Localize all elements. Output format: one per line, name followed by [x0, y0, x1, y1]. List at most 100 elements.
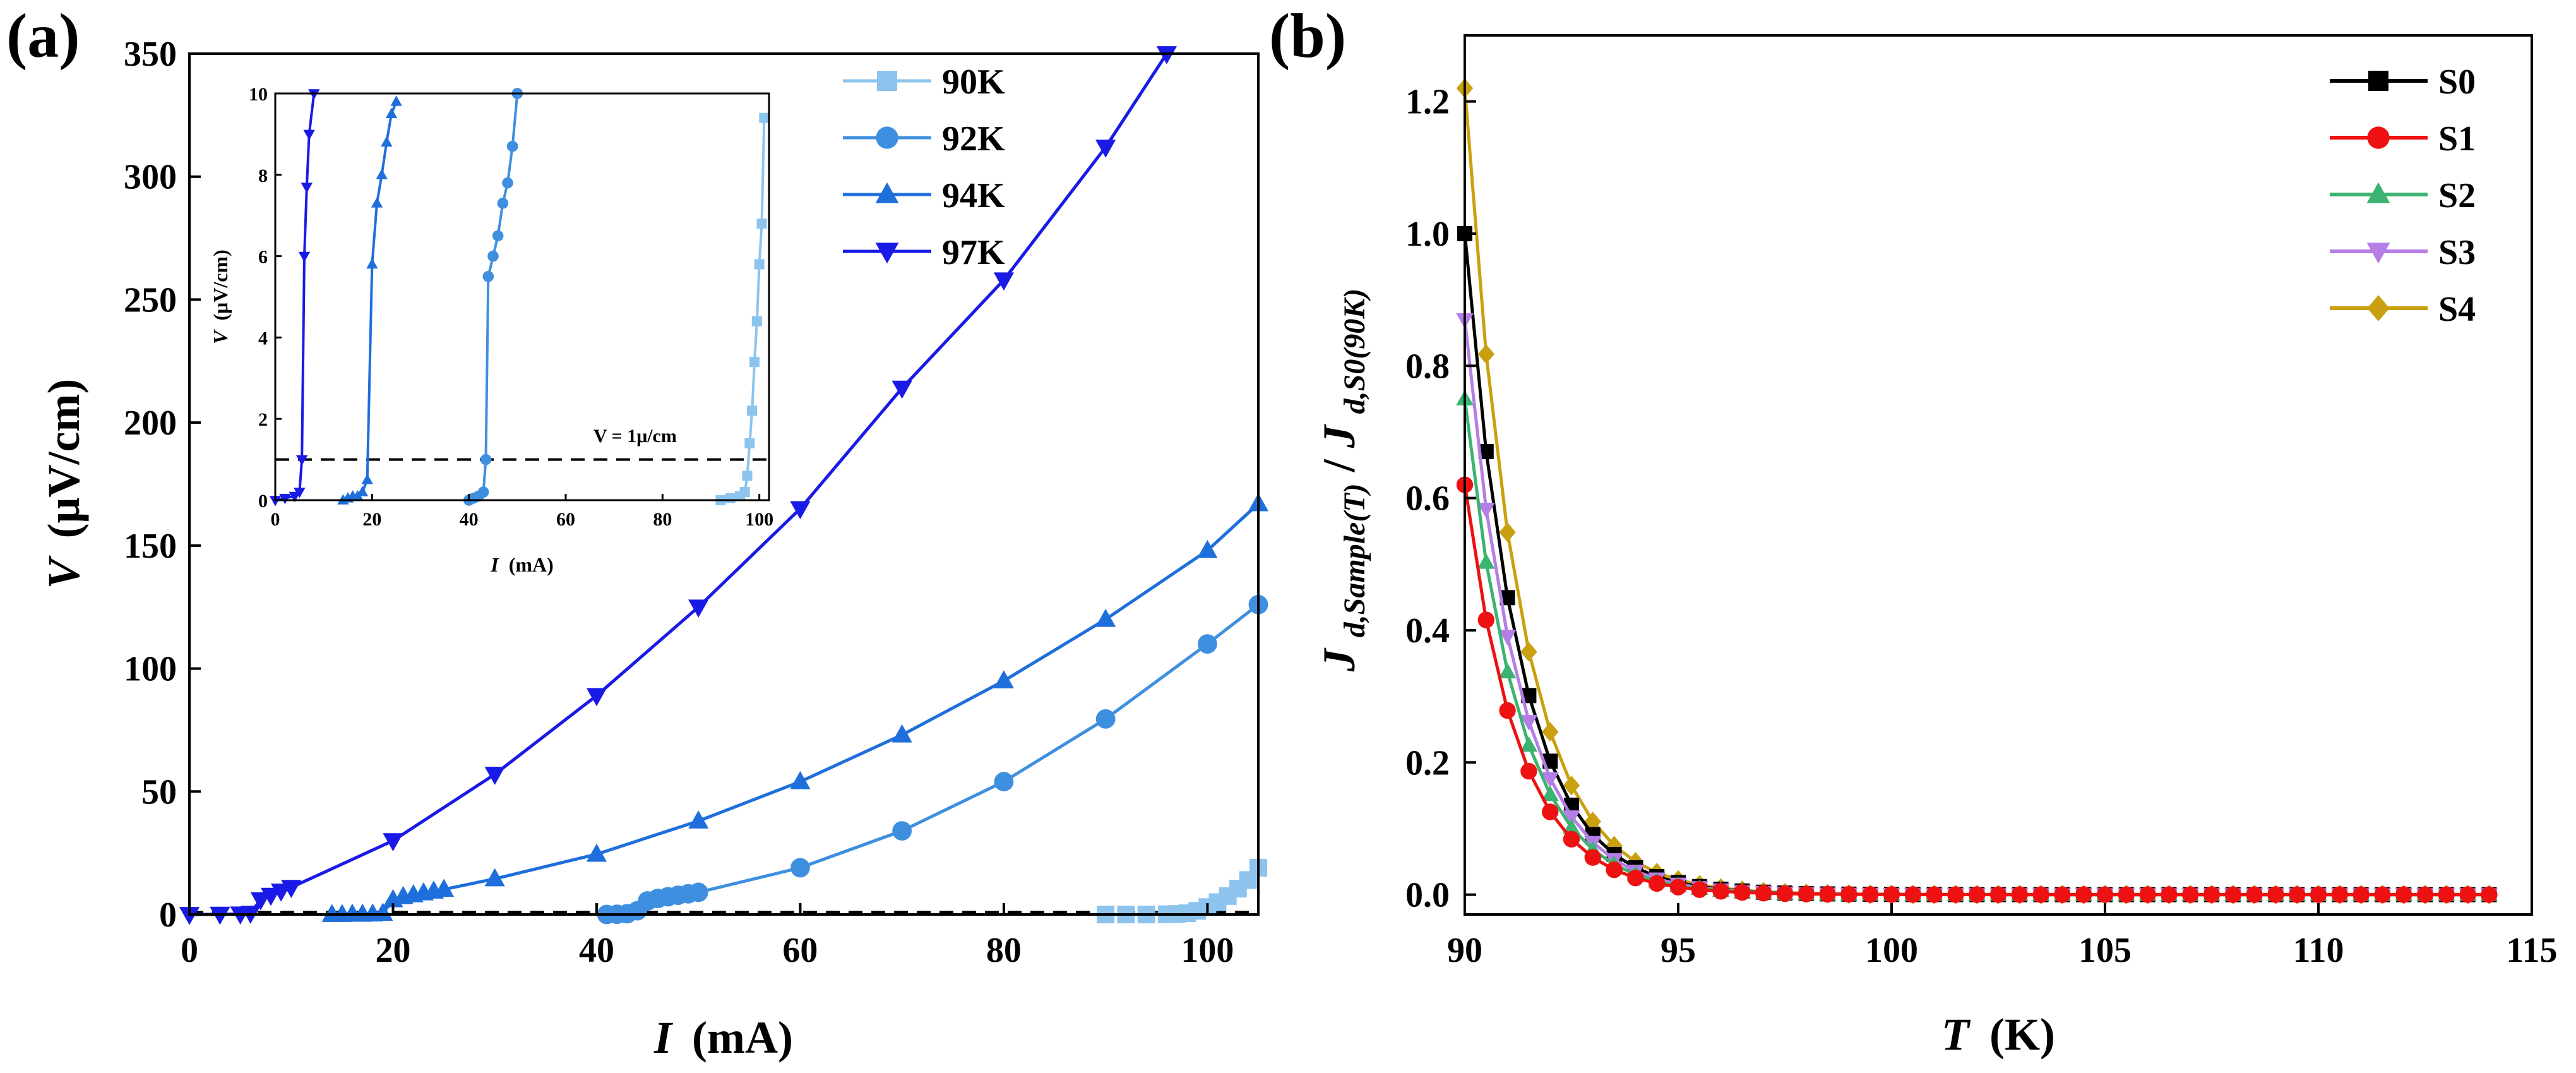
- plot-a-xtick-label: 80: [986, 931, 1022, 970]
- plot-b-point-S1: [1691, 881, 1708, 898]
- plot-b-ytick-label: 0.0: [1405, 876, 1450, 915]
- plot-a-xtick-label: 100: [1181, 931, 1234, 970]
- plot-a-ylabel-var: V: [39, 555, 89, 589]
- inset-ytick-label: 10: [249, 84, 268, 105]
- inset-point-94K: [356, 486, 369, 496]
- plot-b-point-S1: [2203, 886, 2221, 903]
- plot-b-point-S3: [1520, 715, 1538, 731]
- plot-a-point-97K: [281, 880, 302, 898]
- plot-b-point-S1: [1776, 885, 1794, 902]
- inset-line-90K: [720, 117, 766, 501]
- plot-b-point-S1: [1989, 886, 2007, 903]
- plot-b-ylabel-num-sub: d,Sample(T): [1338, 483, 1371, 637]
- inset-point-94K: [390, 95, 402, 106]
- plot-b-line-S1: [1463, 484, 2490, 897]
- plot-b-point-S1: [2118, 886, 2135, 903]
- plot-b-line-S0: [1463, 233, 2490, 897]
- plot-b-series-S0: [1457, 225, 2497, 902]
- legend-a-label-97K: 97K: [942, 233, 1005, 272]
- plot-b-point-S1: [1904, 886, 1921, 903]
- inset-xtick-label: 20: [362, 509, 381, 530]
- plot-b-xlabel-unit: (K): [1989, 1009, 2055, 1060]
- plot-b-point-S1: [2481, 886, 2498, 903]
- plot-a-xlabel-var: I: [653, 1012, 674, 1063]
- inset-line-97K: [275, 93, 316, 501]
- inset-point-92K: [477, 486, 489, 498]
- legend-a-marker-94K: [875, 182, 899, 203]
- plot-a-ytick-label: 150: [124, 527, 177, 566]
- plot-b-point-S2: [1563, 818, 1580, 834]
- plot-b-point-S1: [2352, 886, 2370, 903]
- plot-b-point-S1: [2075, 886, 2092, 903]
- legend-b-marker-S0: [2368, 71, 2388, 91]
- inset-xlabel-var: I: [490, 553, 499, 576]
- plot-b-ytick-label: 0.4: [1405, 611, 1450, 650]
- plot-b-line-S2: [1463, 399, 2490, 897]
- inset-xtick-label: 60: [556, 509, 575, 530]
- legend-a-marker-92K: [876, 126, 898, 149]
- plot-b-point-S1: [1520, 762, 1537, 780]
- inset-xtick-label: 80: [653, 509, 672, 530]
- plot-a-point-97K: [484, 767, 505, 785]
- plot-b-point-S1: [1712, 883, 1729, 900]
- inset-point-92K: [492, 230, 504, 242]
- legend-b-label-S2: S2: [2438, 176, 2476, 215]
- plot-b-point-S1: [2224, 886, 2241, 903]
- plot-b-legend: S0 S1 S2 S3 S4: [2330, 63, 2476, 329]
- plot-b-xtick-label: 110: [2293, 931, 2344, 970]
- plot-b-ylabel-den: J: [1314, 424, 1364, 448]
- plot-b-point-S1: [1798, 885, 1815, 902]
- inset-point-97K: [301, 183, 313, 193]
- inset-point-92K: [487, 250, 499, 262]
- plot-b-ytick-label: 0.8: [1405, 347, 1450, 386]
- inset-point-90K: [759, 112, 770, 123]
- plot-b-point-S1: [1627, 869, 1644, 887]
- plot-a-legend: 90K 92K 94K 97K: [843, 63, 1005, 272]
- inset-point-97K: [294, 488, 306, 498]
- plot-b-point-S4: [1477, 344, 1494, 364]
- plot-a-point-92K: [688, 882, 708, 902]
- plot-b-point-S3: [1498, 630, 1517, 645]
- inset-annotation: V = 1μ/cm: [593, 426, 677, 447]
- legend-a-marker-97K: [875, 243, 899, 264]
- plot-a-ytick-label: 200: [124, 404, 177, 443]
- plot-a-point-94K: [1197, 539, 1218, 558]
- plot-b-point-S1: [2096, 886, 2114, 903]
- plot-b-point-S1: [2374, 886, 2391, 903]
- inset-point-90K: [744, 438, 755, 448]
- inset-point-94K: [366, 258, 378, 269]
- plot-b-ytick-label: 0.6: [1405, 479, 1450, 519]
- plot-a-point-97K: [688, 599, 709, 618]
- plot-b-point-S1: [2246, 886, 2263, 903]
- plot-a-ylabel: V (μV/cm): [39, 379, 89, 589]
- inset-series-90K: [715, 112, 770, 505]
- plot-b-point-S1: [1477, 611, 1494, 628]
- plot-b-point-S2: [1541, 785, 1559, 801]
- plot-b-series-S4: [1456, 78, 2498, 905]
- plot-b-point-S1: [2310, 886, 2327, 903]
- plot-b-ylabel-num: J: [1314, 647, 1364, 672]
- inset-point-97K: [298, 251, 311, 263]
- inset-point-97K: [279, 493, 291, 505]
- plot-b-point-S1: [1947, 886, 1964, 903]
- plot-a-ylabel-unit: (μV/cm): [39, 379, 89, 539]
- plot-a-point-97K: [1156, 46, 1177, 64]
- plot-b-xtick-label: 105: [2078, 931, 2132, 970]
- legend-b-label-S1: S1: [2438, 119, 2476, 159]
- legend-b-marker-S4: [2367, 295, 2390, 321]
- inset-series-94K: [337, 95, 402, 505]
- plot-b-point-S1: [2182, 886, 2199, 903]
- legend-b-marker-S2: [2366, 182, 2390, 203]
- plot-a-frame: [188, 52, 1260, 916]
- plot-b-point-S1: [1499, 702, 1516, 719]
- plot-b-series-S3: [1456, 313, 2498, 904]
- plot-a-ytick-label: 0: [159, 896, 177, 935]
- plot-b-point-S1: [2139, 886, 2156, 903]
- plot-a-point-97K: [1095, 140, 1116, 158]
- inset-point-94K: [361, 474, 373, 484]
- inset-point-90K: [747, 405, 758, 416]
- plot-b-point-S1: [1734, 884, 1751, 901]
- plot-b-point-S1: [2331, 886, 2348, 903]
- plot-a-point-92K: [790, 858, 810, 878]
